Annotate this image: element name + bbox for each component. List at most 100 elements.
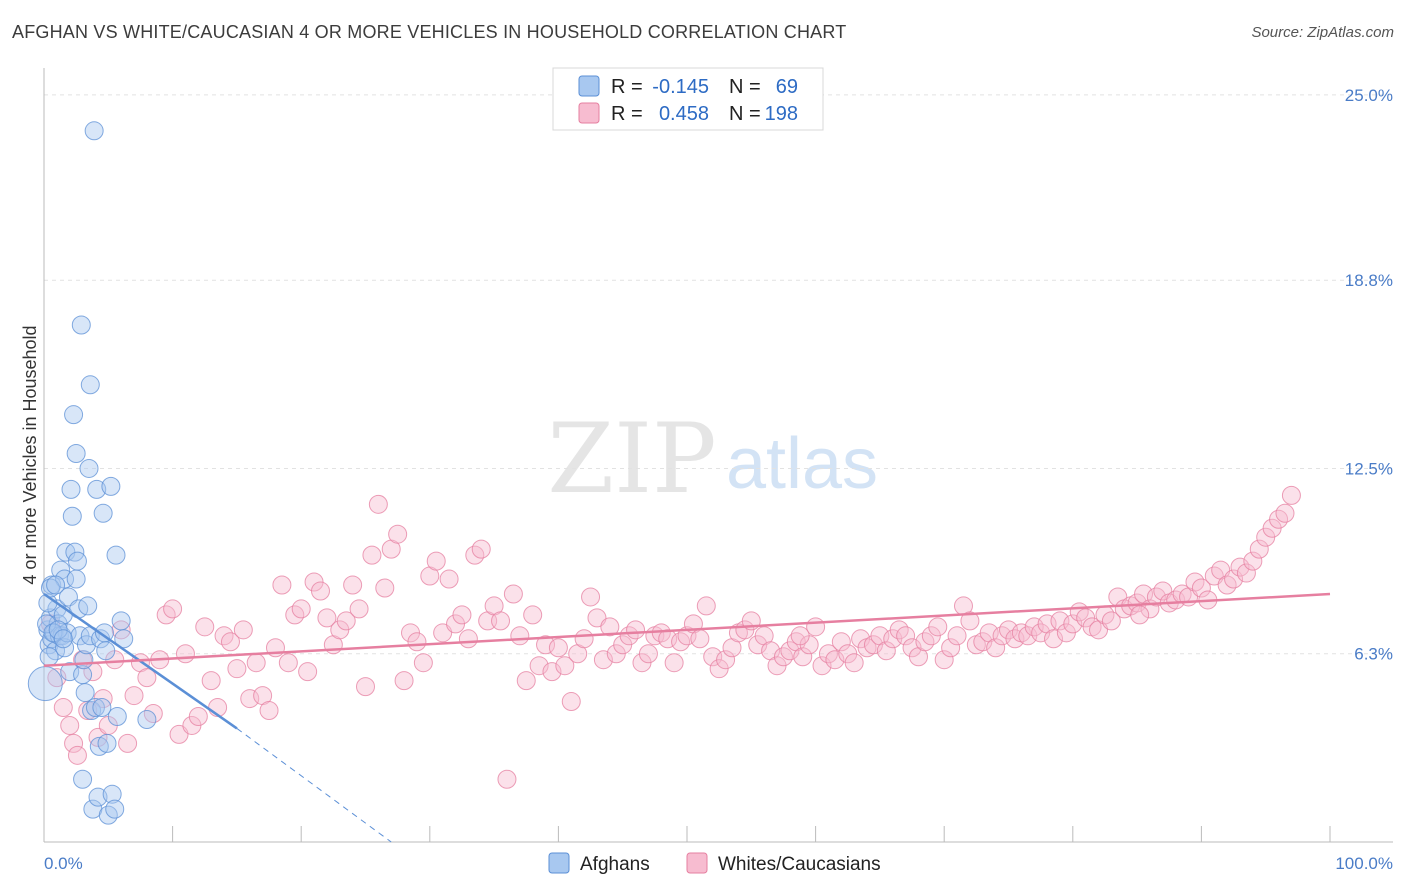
bottom-legend-label-afghans: Afghans [580, 854, 650, 875]
data-point [195, 617, 215, 637]
data-point [574, 629, 594, 649]
data-point [246, 653, 266, 673]
data-point [97, 733, 117, 753]
data-point [259, 701, 279, 721]
legend-n-value-afghans: 69 [776, 76, 798, 98]
data-point [349, 599, 369, 619]
data-point [64, 733, 84, 753]
watermark: ZIP atlas [547, 403, 878, 515]
legend-swatch-whites [578, 102, 600, 124]
data-point [947, 626, 967, 646]
data-point [876, 641, 896, 661]
data-point [317, 608, 337, 628]
data-point [703, 647, 723, 667]
y-axis-label: 4 or more Vehicles in Household [20, 325, 40, 584]
trend-line [43, 592, 1331, 667]
x-tick-label-min: 0.0% [44, 854, 83, 873]
data-point [1063, 614, 1083, 634]
data-point [561, 692, 581, 712]
data-point [356, 677, 375, 697]
data-point [896, 626, 916, 646]
data-point [80, 375, 100, 395]
data-point [844, 653, 864, 673]
data-point [806, 617, 826, 637]
data-point [407, 632, 427, 652]
data-point [1044, 629, 1064, 649]
data-point [60, 715, 80, 735]
data-point [240, 689, 260, 709]
data-point [542, 662, 562, 682]
data-point [600, 617, 620, 637]
bottom-legend-swatch-whites [686, 852, 708, 874]
watermark-atlas: atlas [726, 424, 878, 504]
data-point [941, 638, 961, 658]
data-point [106, 545, 126, 565]
y-tick-label: 18.8% [1345, 271, 1393, 290]
data-point [825, 650, 845, 670]
data-point [928, 617, 948, 637]
data-point [471, 539, 491, 559]
data-point [53, 629, 73, 649]
gridlines [44, 94, 1393, 655]
data-point [536, 635, 556, 655]
data-point [163, 599, 183, 619]
data-point [75, 683, 95, 703]
data-point [46, 575, 66, 595]
y-tick-labels: 6.3% 12.5% 18.8% 25.0% [1345, 86, 1393, 664]
source-label: Source: ZipAtlas.com [1251, 24, 1394, 41]
series-afghans-points [27, 121, 157, 825]
data-point [137, 668, 157, 688]
data-point [175, 644, 195, 664]
data-point [375, 578, 395, 598]
data-point [310, 581, 330, 601]
data-point [696, 596, 716, 616]
data-point [188, 706, 208, 726]
data-point [439, 569, 459, 589]
data-point [92, 698, 112, 718]
data-point [96, 641, 116, 661]
data-point [47, 668, 67, 688]
data-point [48, 620, 68, 640]
data-point [664, 653, 684, 673]
data-point [71, 315, 91, 335]
data-point [1130, 605, 1150, 625]
data-point [27, 666, 63, 702]
data-point [516, 671, 536, 691]
data-point [66, 444, 86, 464]
data-point [491, 611, 511, 631]
chart-title: AFGHAN VS WHITE/CAUCASIAN 4 OR MORE VEHI… [12, 22, 847, 42]
data-point [1275, 503, 1295, 523]
data-point [626, 620, 646, 640]
data-point [529, 656, 549, 676]
data-point [227, 659, 247, 679]
legend-r-label-whites: R = [611, 103, 643, 125]
data-point [690, 629, 710, 649]
bottom-legend-label-whites: Whites/Caucasians [718, 854, 881, 875]
bottom-legend: Afghans Whites/Caucasians [548, 852, 881, 875]
data-point [107, 706, 127, 726]
data-point [118, 733, 138, 753]
data-point [67, 745, 87, 765]
data-point [986, 638, 1006, 658]
data-point [64, 405, 84, 425]
data-point [272, 575, 292, 595]
legend-r-value-afghans: -0.145 [652, 76, 709, 98]
data-point [102, 784, 122, 804]
data-point [1050, 611, 1070, 631]
data-point [43, 623, 63, 643]
y-tick-label: 12.5% [1345, 459, 1393, 478]
data-point [793, 647, 813, 667]
data-point [362, 545, 382, 565]
data-point [510, 626, 530, 646]
data-point [67, 551, 87, 571]
data-point [89, 736, 109, 756]
data-point [124, 686, 144, 706]
data-point [343, 575, 363, 595]
x-axis-ticks [43, 826, 1331, 842]
data-point [523, 605, 543, 625]
data-point [426, 551, 446, 571]
data-point [1101, 611, 1121, 631]
data-point [934, 650, 954, 670]
x-tick-label-max: 100.0% [1335, 854, 1393, 873]
